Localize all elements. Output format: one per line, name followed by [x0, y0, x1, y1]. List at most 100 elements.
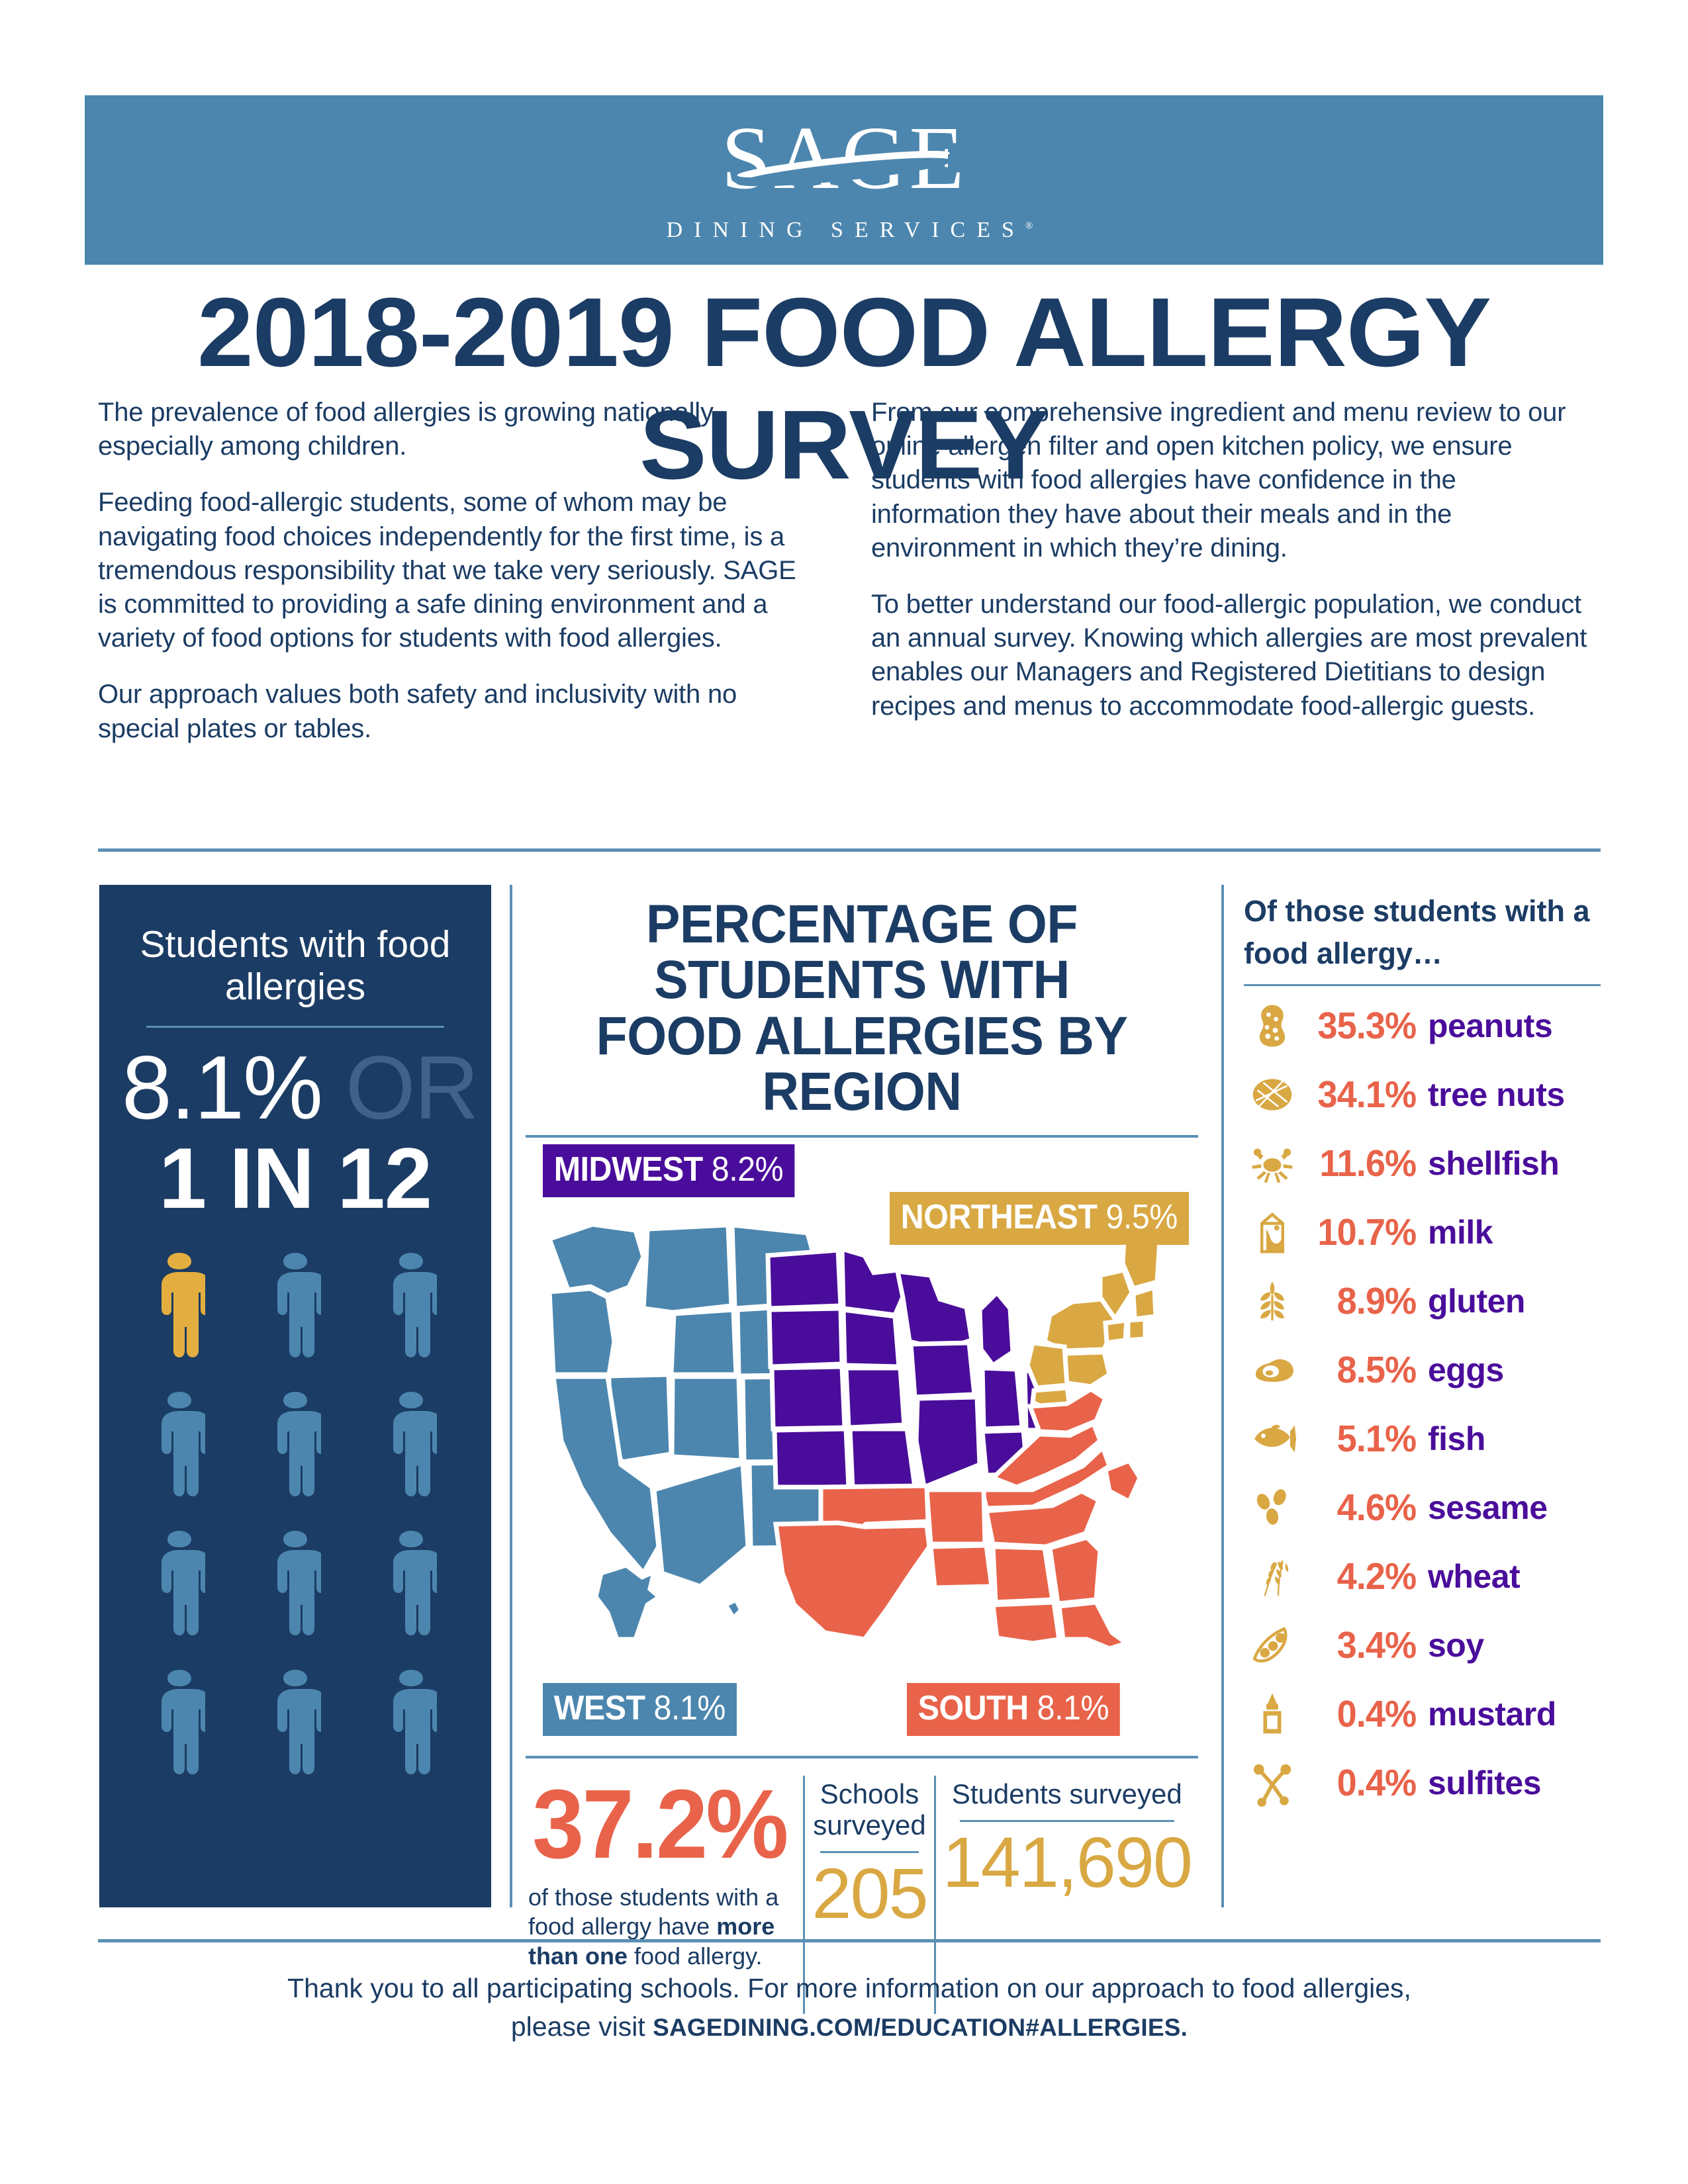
- intro-paragraph: Feeding food-allergic students, some of …: [98, 488, 796, 653]
- allergen-name: soy: [1428, 1626, 1484, 1664]
- allergen-percent: 34.1%: [1317, 1073, 1417, 1116]
- map-label-west: WEST 8.1%: [543, 1682, 737, 1736]
- allergen-ranking-section: Of those students with a food allergy… 3…: [1221, 885, 1601, 1907]
- pictogram-person: [154, 1528, 206, 1639]
- map-heading: PERCENTAGE OF STUDENTS WITH FOOD ALLERGI…: [545, 885, 1178, 1120]
- region-map-section: PERCENTAGE OF STUDENTS WITH FOOD ALLERGI…: [510, 885, 1198, 2014]
- allergen-name: sesame: [1428, 1488, 1548, 1526]
- allergen-name: fish: [1428, 1420, 1485, 1457]
- soy-icon: [1244, 1621, 1301, 1669]
- allergen-name: sulfites: [1428, 1764, 1542, 1801]
- allergen-name: peanuts: [1428, 1007, 1553, 1044]
- footer: Thank you to all participating schools. …: [98, 1969, 1601, 2046]
- allergen-list: 35.3% peanuts 34.1% tree nuts 11.6% shellfish…: [1244, 991, 1601, 1817]
- prevalence-percent-line: 8.1% OR: [122, 1036, 479, 1139]
- pictogram-person: [385, 1389, 437, 1500]
- footer-url[interactable]: SAGEDINING.COM/EDUCATION#ALLERGIES.: [653, 2014, 1188, 2042]
- allergen-percent: 35.3%: [1317, 1004, 1417, 1047]
- allergen-percent: 0.4%: [1336, 1761, 1417, 1804]
- brand-header: SAGE DINING SERVICES®: [85, 95, 1603, 265]
- intro-paragraph: Our approach values both safety and incl…: [98, 680, 737, 743]
- peanut-icon: [1244, 1002, 1301, 1050]
- allergen-section-heading: Of those students with a food allergy…: [1244, 894, 1590, 970]
- prevalence-panel: Students with food allergies 8.1% OR 1 I…: [99, 885, 491, 1907]
- pictogram-person: [269, 1667, 321, 1778]
- allergen-row: 4.6% sesame: [1244, 1473, 1601, 1542]
- intro-paragraph: The prevalence of food allergies is grow…: [98, 398, 719, 461]
- allergen-name: tree nuts: [1428, 1075, 1565, 1113]
- gluten-icon: [1244, 1277, 1301, 1325]
- allergen-percent: 11.6%: [1319, 1142, 1417, 1185]
- pictogram-grid: [122, 1250, 469, 1778]
- panel-rule: [146, 1025, 445, 1028]
- allergen-name: wheat: [1428, 1557, 1521, 1595]
- allergen-row: 8.9% gluten: [1244, 1267, 1601, 1336]
- intro-column-left: The prevalence of food allergies is grow…: [98, 396, 820, 746]
- pictogram-person-highlighted: [154, 1250, 206, 1361]
- allergen-name: gluten: [1428, 1282, 1525, 1320]
- us-region-map: [546, 1206, 1162, 1651]
- allergen-row: 10.7% milk: [1244, 1198, 1601, 1267]
- schools-surveyed-value: 205: [812, 1852, 928, 1933]
- allergen-percent: 8.9%: [1336, 1279, 1417, 1322]
- sage-logo: SAGE: [721, 113, 966, 203]
- allergen-row: 3.4% soy: [1244, 1611, 1601, 1680]
- allergen-name: shellfish: [1428, 1144, 1560, 1182]
- wheat-icon: [1244, 1553, 1301, 1600]
- students-surveyed-label: Students surveyed: [951, 1778, 1182, 1809]
- allergen-row: 4.2% wheat: [1244, 1542, 1601, 1611]
- allergen-percent: 5.1%: [1336, 1417, 1417, 1460]
- allergen-percent: 4.6%: [1336, 1486, 1417, 1529]
- allergen-row: 0.4% sulfites: [1244, 1749, 1601, 1817]
- map-heading-rule: [526, 1134, 1198, 1138]
- prevalence-panel-title: Students with food allergies: [140, 923, 451, 1009]
- fish-icon: [1244, 1415, 1301, 1463]
- intro-columns: The prevalence of food allergies is grow…: [98, 396, 1601, 746]
- sesame-icon: [1244, 1484, 1301, 1531]
- tree-nut-icon: [1244, 1071, 1301, 1118]
- map-heading-line1: PERCENTAGE OF STUDENTS WITH: [646, 894, 1078, 1011]
- pictogram-person: [269, 1389, 321, 1500]
- intro-paragraph: From our comprehensive ingredient and me…: [871, 398, 1566, 563]
- pictogram-person: [385, 1250, 437, 1361]
- allergen-percent: 3.4%: [1336, 1623, 1417, 1666]
- allergen-row: 34.1% tree nuts: [1244, 1060, 1601, 1129]
- allergen-percent: 4.2%: [1336, 1555, 1417, 1598]
- schools-surveyed-stat: Schools surveyed 205: [803, 1775, 933, 2014]
- map-label-midwest: MIDWEST 8.2%: [543, 1144, 794, 1197]
- pictogram-person: [269, 1528, 321, 1639]
- allergen-percent: 8.5%: [1336, 1348, 1417, 1391]
- allergen-heading-rule: [1244, 983, 1601, 986]
- map-label-northeast: NORTHEAST 9.5%: [890, 1191, 1189, 1245]
- shellfish-icon: [1244, 1140, 1301, 1187]
- students-surveyed-stat: Students surveyed 141,690: [933, 1775, 1198, 2014]
- allergen-row: 8.5% eggs: [1244, 1336, 1601, 1404]
- registered-mark-icon: ®: [1025, 220, 1033, 232]
- multi-allergy-stat: 37.2% of those students with a food alle…: [526, 1769, 803, 2014]
- pictogram-person: [385, 1528, 437, 1639]
- prevalence-ratio: 1 IN 12: [158, 1130, 432, 1227]
- logo-tagline: DINING SERVICES®: [666, 217, 1033, 242]
- stats-divider: [526, 1755, 1198, 1758]
- stat-cell-rule: [820, 1850, 919, 1853]
- multi-allergy-percent: 37.2%: [532, 1769, 788, 1879]
- allergen-percent: 0.4%: [1336, 1692, 1417, 1735]
- pictogram-person: [154, 1389, 206, 1500]
- us-map-wrapper: MIDWEST 8.2% NORTHEAST 9.5% WEST 8.1% SO…: [526, 1138, 1198, 1753]
- pictogram-person: [154, 1667, 206, 1778]
- prevalence-percent: 8.1%: [122, 1036, 323, 1138]
- multi-allergy-caption: of those students with a food allergy ha…: [528, 1883, 779, 1970]
- allergen-name: milk: [1428, 1213, 1493, 1251]
- milk-icon: [1244, 1208, 1301, 1256]
- egg-icon: [1244, 1346, 1301, 1394]
- prevalence-or-word: OR: [345, 1036, 479, 1138]
- intro-column-right: From our comprehensive ingredient and me…: [871, 396, 1593, 746]
- students-surveyed-value: 141,690: [942, 1821, 1193, 1902]
- footer-divider: [98, 1939, 1601, 1942]
- mustard-icon: [1244, 1690, 1301, 1738]
- allergen-row: 0.4% mustard: [1244, 1680, 1601, 1749]
- pictogram-person: [269, 1250, 321, 1361]
- allergen-row: 11.6% shellfish: [1244, 1129, 1601, 1198]
- allergen-percent: 10.7%: [1317, 1210, 1417, 1253]
- allergen-name: eggs: [1428, 1351, 1504, 1388]
